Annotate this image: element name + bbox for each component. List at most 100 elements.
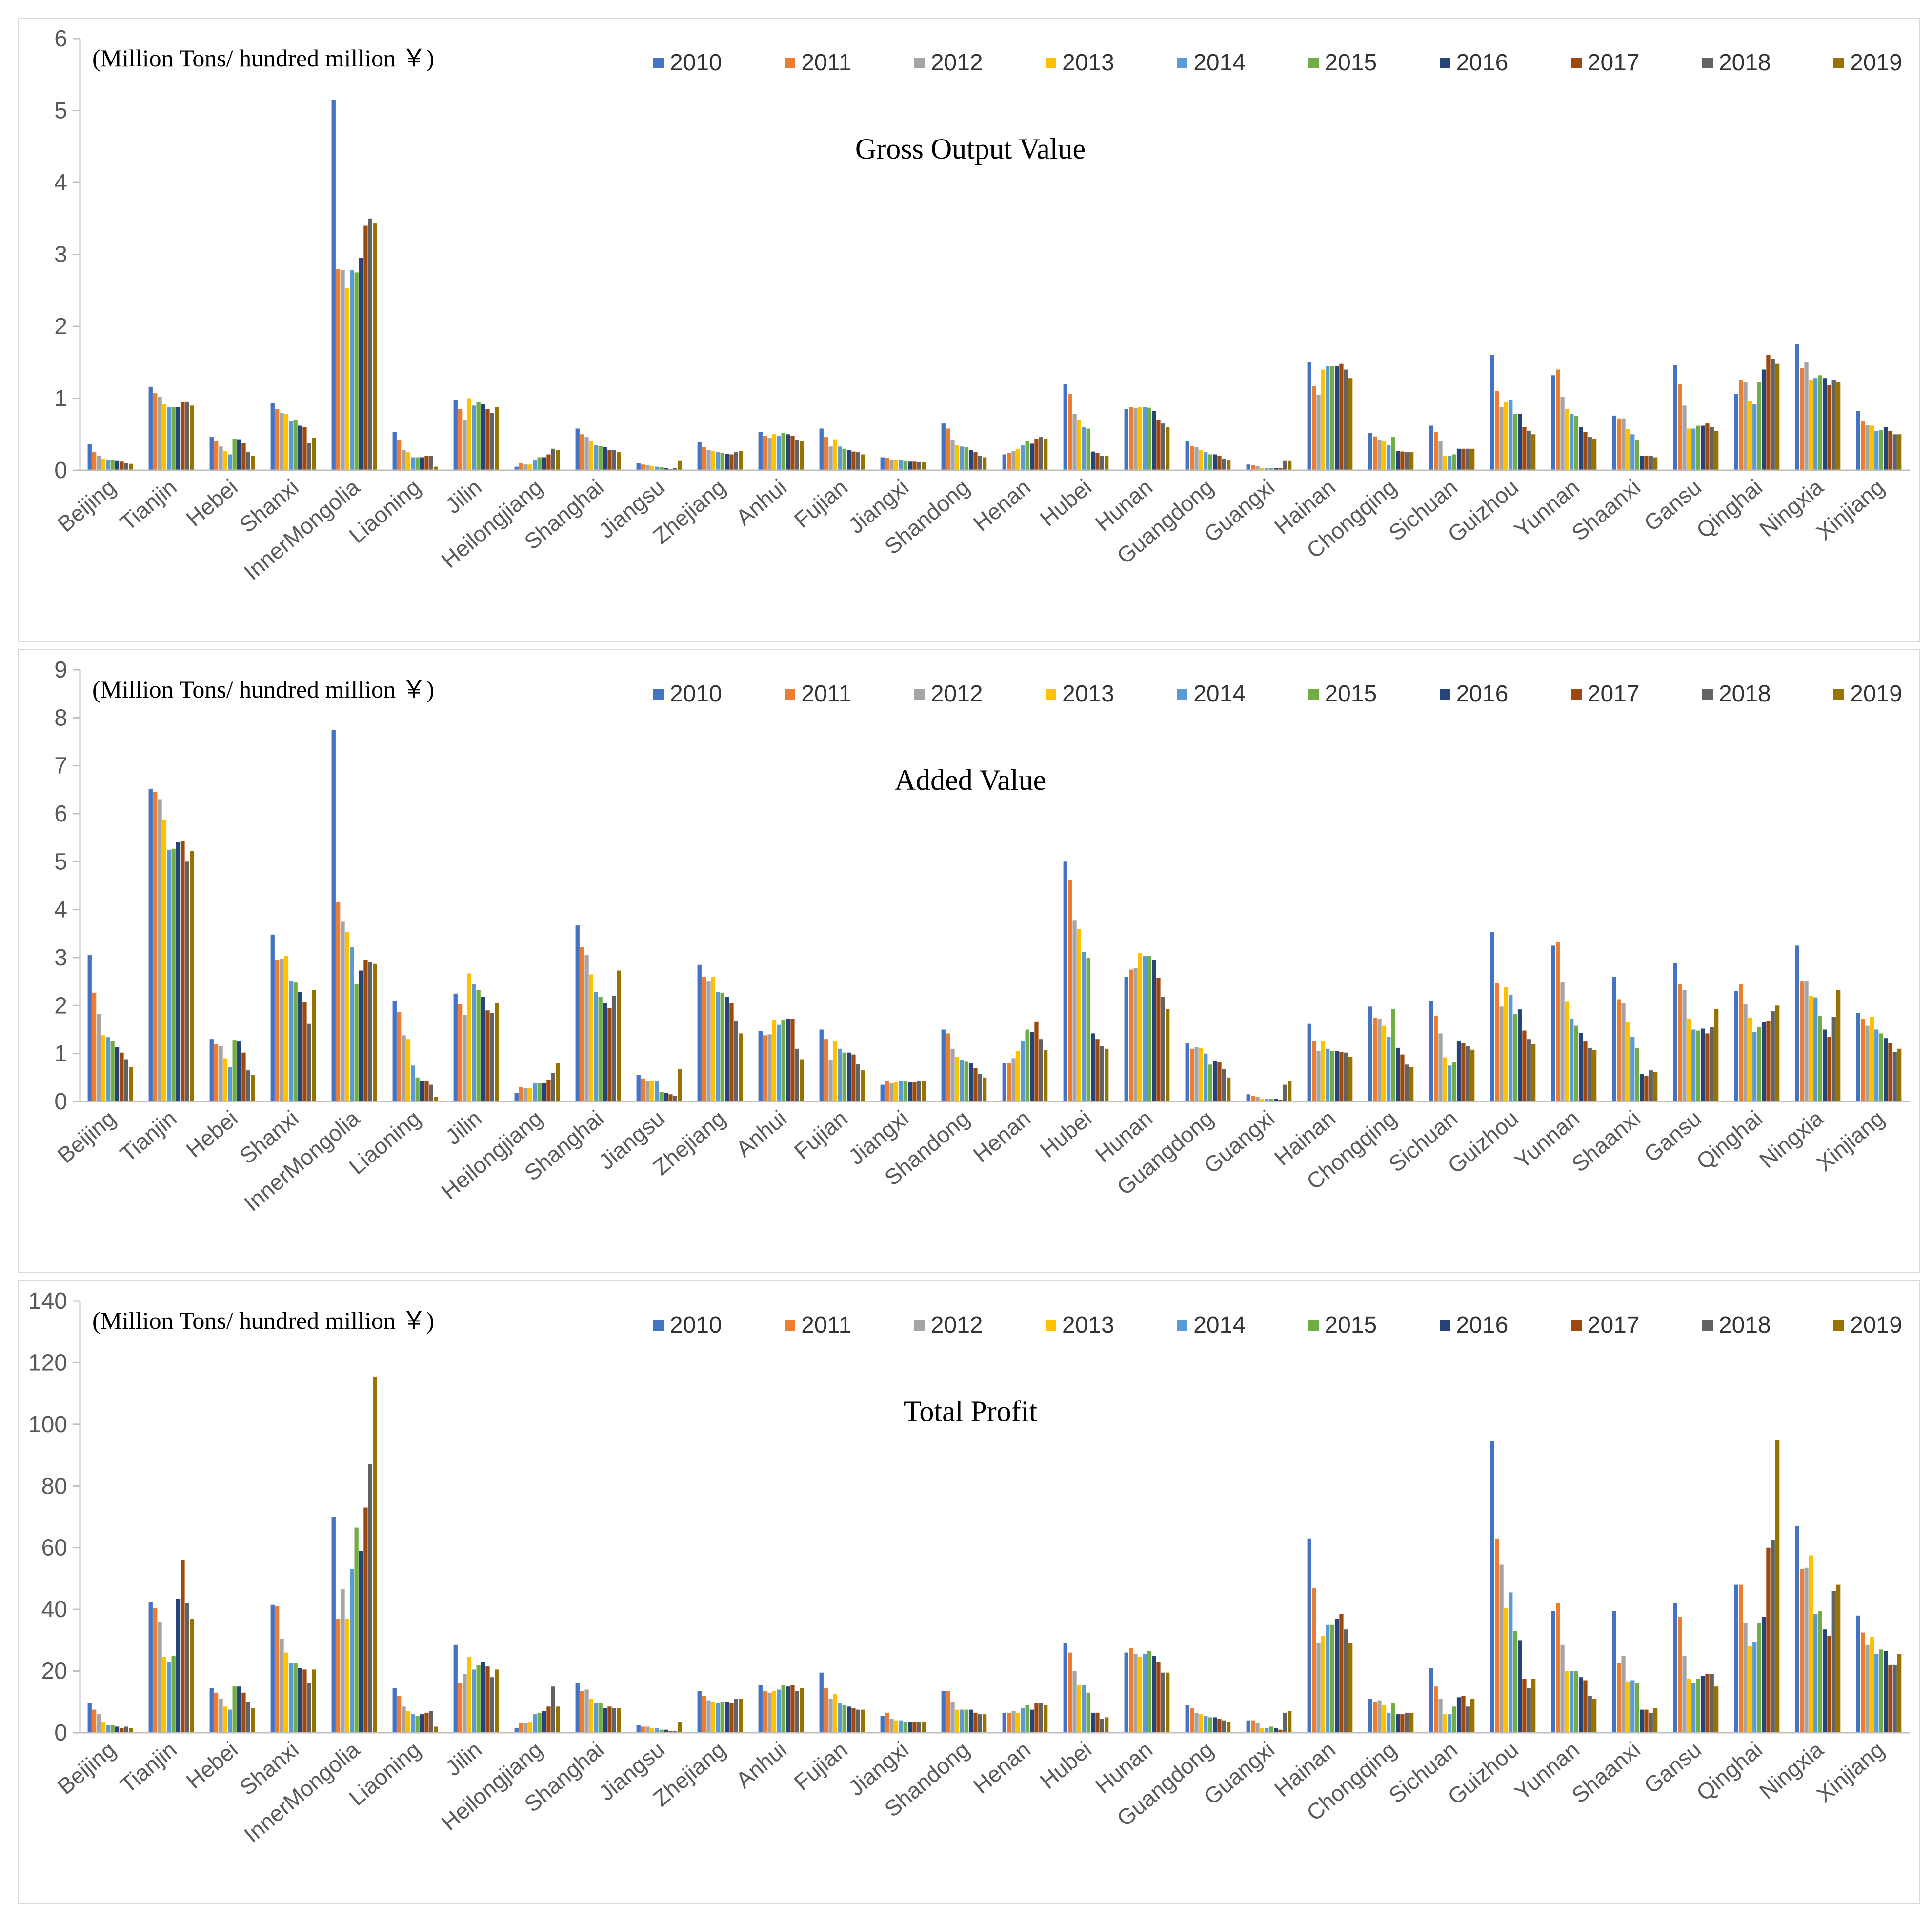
x-tick-label: Hubei — [1035, 1737, 1096, 1794]
legend-item: 2013 — [1046, 1312, 1114, 1339]
bar — [1227, 1077, 1231, 1101]
bar — [1077, 1685, 1082, 1733]
x-tick-label: Beijing — [53, 1105, 121, 1168]
bar — [978, 456, 982, 470]
bar — [1278, 1729, 1283, 1733]
bar — [458, 1683, 463, 1733]
bar — [641, 464, 645, 470]
bar — [181, 401, 185, 470]
bar — [434, 1097, 438, 1101]
bar — [824, 437, 828, 470]
bar — [1387, 1037, 1391, 1102]
bar — [97, 456, 101, 470]
bar — [533, 1083, 537, 1101]
bar — [880, 1084, 885, 1101]
bar — [392, 1001, 397, 1101]
y-tick-label: 6 — [54, 801, 67, 827]
bar — [894, 1720, 899, 1733]
bar — [1326, 366, 1330, 470]
bar — [1100, 456, 1104, 470]
bar — [185, 401, 189, 470]
bar — [795, 1048, 799, 1101]
bar — [1288, 1711, 1292, 1733]
bar — [1617, 999, 1621, 1101]
bar — [1630, 1037, 1635, 1102]
bar — [1775, 363, 1780, 470]
bar — [354, 1527, 359, 1733]
bar — [641, 1078, 645, 1101]
legend-swatch — [785, 1320, 796, 1331]
bar — [1574, 415, 1578, 470]
bar — [1156, 420, 1161, 471]
x-tick-label: Shaanxi — [1567, 1105, 1645, 1177]
bar — [1039, 1703, 1043, 1733]
bar — [485, 409, 490, 470]
bar — [889, 1083, 894, 1101]
bar — [1288, 460, 1292, 470]
bar — [960, 1060, 964, 1101]
x-tick-label: Hebei — [181, 1105, 242, 1162]
bar — [1513, 1631, 1517, 1733]
bar — [284, 1652, 289, 1733]
bar — [1312, 1587, 1316, 1733]
bar — [1771, 1011, 1775, 1101]
bar — [397, 1012, 402, 1101]
bar — [842, 1705, 846, 1733]
bar — [1499, 1006, 1504, 1101]
bar — [1204, 452, 1208, 470]
bar — [397, 440, 402, 470]
bar — [584, 437, 589, 470]
legend-label: 2011 — [801, 681, 852, 707]
total-profit-chart: 0 20 40 60 80 100 120 140 Beijing Tianjin Hebei Sha… — [18, 1280, 1920, 1904]
bar — [1391, 1703, 1395, 1733]
bar — [650, 466, 655, 470]
bar — [481, 997, 485, 1101]
bar — [209, 1688, 214, 1733]
bar — [758, 1031, 763, 1101]
bar — [894, 460, 899, 470]
bar — [1560, 1644, 1565, 1733]
bar — [171, 1656, 176, 1733]
bar — [190, 405, 194, 471]
legend-swatch — [1439, 1320, 1450, 1331]
bar — [1649, 456, 1653, 470]
bar — [1348, 1057, 1353, 1101]
bar — [453, 993, 458, 1102]
bar — [1874, 1029, 1879, 1101]
bar — [819, 428, 824, 470]
bar — [275, 1606, 280, 1733]
bar — [1592, 1050, 1597, 1101]
bar — [580, 947, 584, 1101]
x-tick-label: Anhui — [731, 474, 791, 530]
bar — [1617, 1663, 1621, 1733]
added-value-chart: 0 1 2 3 4 5 6 7 8 9 Beijing Tianjin Hebei Shanxi Inner… — [18, 649, 1920, 1273]
bar — [1653, 1072, 1658, 1101]
legend-label: 2017 — [1587, 50, 1640, 76]
bar — [1775, 1005, 1780, 1101]
bar — [1217, 1062, 1222, 1101]
bar — [363, 960, 368, 1101]
x-tick-label: Xinjiang — [1811, 1105, 1889, 1176]
legend-swatch — [1570, 57, 1582, 68]
bar — [664, 468, 668, 470]
bar — [176, 1599, 181, 1733]
bar — [429, 1084, 433, 1101]
bar — [1007, 1063, 1011, 1101]
bar — [1068, 1652, 1072, 1733]
bar — [392, 432, 397, 470]
bar — [1696, 1030, 1700, 1101]
bar — [1700, 1028, 1705, 1101]
bar — [885, 1081, 889, 1101]
bar — [1865, 1025, 1870, 1101]
bar — [983, 457, 987, 470]
bar — [1531, 1679, 1536, 1733]
bar — [158, 397, 162, 470]
bar — [1517, 1009, 1522, 1101]
legend-item: 2012 — [914, 49, 983, 76]
bar — [528, 464, 533, 470]
x-tick-label: Beijing — [53, 474, 121, 537]
bar — [1588, 437, 1592, 470]
bar — [1227, 1722, 1231, 1733]
bar — [1395, 1047, 1400, 1101]
bar — [580, 434, 584, 471]
